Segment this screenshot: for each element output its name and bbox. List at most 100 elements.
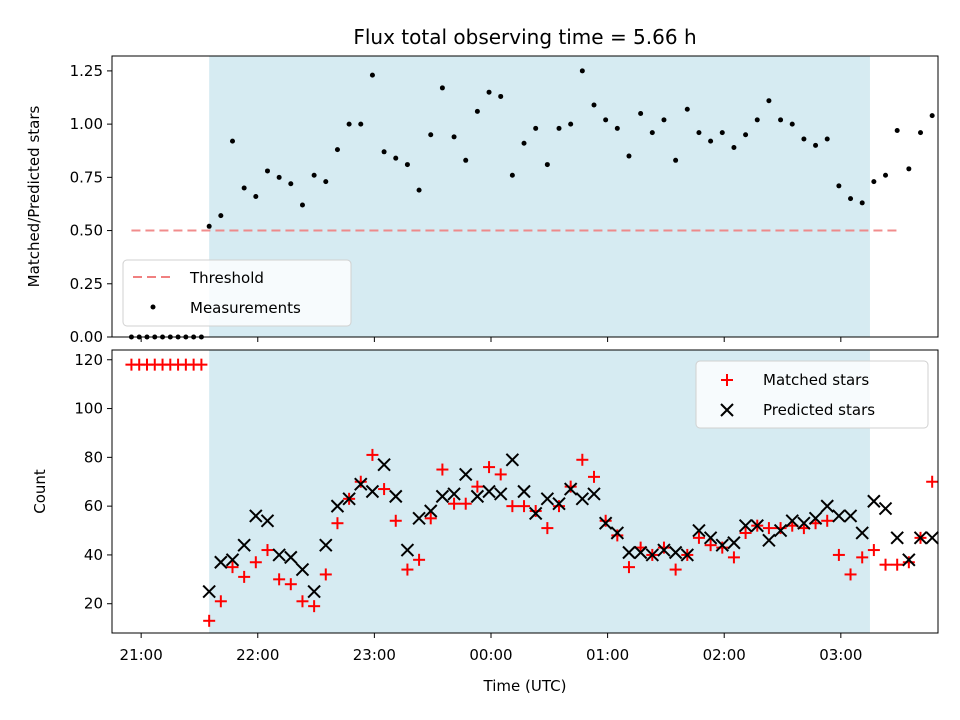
count-y-tick-label: 120	[74, 351, 103, 369]
count-x-tick-label: 00:00	[469, 646, 512, 664]
matched-stars-series	[125, 358, 939, 627]
count-y-tick-label: 60	[84, 497, 103, 515]
predicted-star-point	[878, 501, 893, 516]
predicted-star-point	[622, 545, 636, 560]
predicted-star-point	[727, 536, 741, 550]
predicted-star-point	[330, 499, 345, 513]
predicted-star-point	[797, 516, 811, 530]
measurement-point	[463, 157, 469, 163]
matched-star-point	[832, 548, 845, 561]
measurement-point	[754, 117, 760, 123]
predicted-star-point	[377, 457, 391, 472]
measurement-point	[241, 185, 247, 191]
measurement-point	[906, 166, 912, 172]
matched-star-point	[424, 512, 437, 525]
matched-star-point	[273, 573, 286, 586]
x-axis-label: Time (UTC)	[483, 677, 567, 695]
predicted-star-point	[668, 545, 683, 560]
measurement-point	[276, 174, 282, 180]
predicted-star-point	[225, 553, 240, 567]
count-y-tick-label: 80	[84, 448, 103, 466]
predicted-star-point	[832, 509, 846, 523]
predicted-star-point	[820, 499, 834, 513]
legend-matched-swatch	[721, 374, 733, 386]
predicted-star-point	[680, 548, 694, 562]
measurement-point	[439, 85, 445, 91]
predicted-star-point	[260, 514, 275, 528]
measurement-point	[848, 196, 854, 202]
measurement-point	[579, 68, 585, 74]
legend-predicted-label: Predicted stars	[763, 401, 875, 419]
predicted-star-point	[214, 555, 228, 569]
predicted-star-point	[902, 553, 916, 567]
measurement-point	[299, 202, 305, 208]
measurement-point	[381, 149, 387, 155]
measurement-point	[451, 134, 457, 140]
matched-star-point	[319, 568, 332, 581]
measurement-point	[661, 117, 667, 123]
matched-star-point	[296, 595, 309, 608]
measurement-point	[719, 130, 725, 136]
ratio-x-ticks	[140, 337, 842, 342]
predicted-star-point	[272, 548, 286, 562]
measurement-point	[696, 130, 702, 136]
measurement-point	[743, 132, 749, 138]
predicted-star-point	[342, 492, 356, 506]
matched-star-point	[284, 578, 297, 591]
ratio-legend: Threshold Measurements	[122, 259, 352, 327]
predicted-star-point	[738, 518, 753, 533]
matched-star-point	[308, 600, 321, 613]
predicted-star-point	[843, 509, 858, 523]
predicted-star-point	[703, 531, 718, 545]
measurement-point	[393, 155, 399, 161]
count-panel: 20 40 60 80 100 120 21:00 22:00 23:00 00:00 01:00…	[31, 349, 939, 695]
predicted-star-point	[249, 509, 263, 523]
predicted-star-point	[633, 545, 648, 560]
predicted-star-point	[645, 548, 660, 562]
count-x-tick-label: 03:00	[819, 646, 862, 664]
measurements-series	[128, 68, 935, 340]
measurement-point	[229, 138, 235, 144]
matched-star-point	[389, 514, 402, 527]
count-legend: Matched stars Predicted stars	[695, 360, 929, 429]
measurement-point	[346, 121, 352, 127]
chart-title: Flux total observing time = 5.66 h	[353, 25, 696, 49]
matched-star-point	[518, 500, 531, 513]
predicted-star-point	[610, 526, 625, 540]
count-x-tick-label: 22:00	[236, 646, 279, 664]
ratio-y-axis-label: Matched/Predicted stars	[25, 106, 43, 288]
predicted-star-point	[528, 506, 543, 521]
measurement-point	[614, 125, 620, 131]
matched-star-point	[564, 480, 577, 493]
matched-star-point	[401, 563, 414, 576]
predicted-star-point	[435, 489, 450, 504]
matched-star-point	[354, 475, 367, 488]
measurement-point	[731, 145, 737, 151]
matched-star-point	[716, 541, 729, 554]
count-x-tick-label: 23:00	[353, 646, 396, 664]
predicted-star-point	[237, 538, 251, 552]
measurement-point	[323, 179, 329, 185]
predicted-star-point	[470, 489, 485, 504]
measurement-point	[428, 132, 434, 138]
count-x-ticks: 21:00 22:00 23:00 00:00 01:00 02:00 03:00	[120, 633, 862, 664]
measurement-point	[264, 168, 270, 174]
predicted-star-point	[447, 487, 461, 501]
legend-measurements-swatch	[150, 304, 156, 310]
predicted-star-point	[365, 484, 380, 499]
predicted-star-point	[459, 467, 473, 482]
matched-star-point	[494, 468, 507, 481]
predicted-star-point	[424, 504, 438, 518]
measurement-point	[253, 194, 259, 199]
matched-star-point	[879, 558, 892, 571]
ratio-y-ticks: 0.00 0.25 0.50 0.75 1.00 1.25	[70, 62, 112, 346]
predicted-star-point	[552, 496, 566, 511]
measurement-point	[918, 130, 924, 136]
ratio-y-tick-label: 0.25	[70, 275, 103, 293]
matched-star-point	[214, 595, 227, 608]
predicted-star-point	[598, 516, 613, 530]
count-x-tick-label: 01:00	[586, 646, 629, 664]
matched-star-point	[657, 541, 670, 554]
predicted-star-point	[354, 477, 368, 491]
matched-star-point	[483, 461, 496, 474]
